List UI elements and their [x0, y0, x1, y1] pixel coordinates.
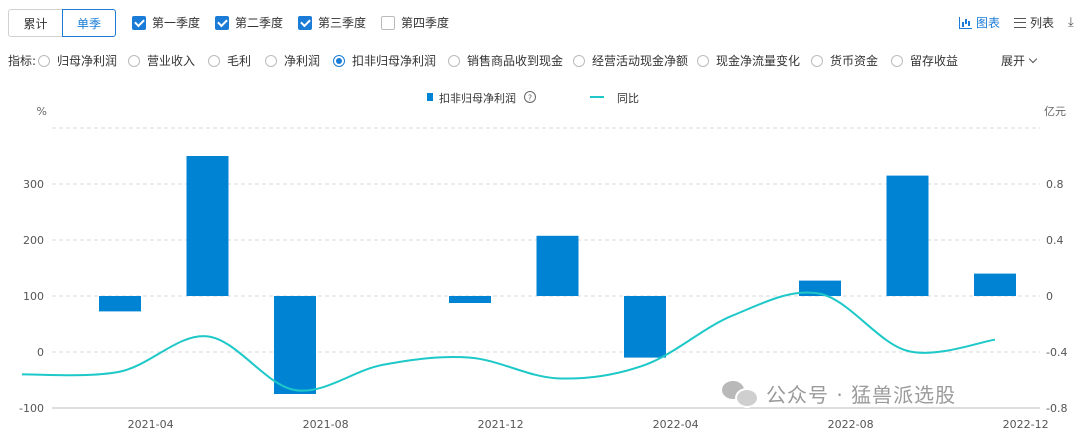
- indicator-option[interactable]: 货币资金: [811, 52, 878, 69]
- quarter-q3[interactable]: 第三季度: [298, 14, 366, 31]
- legend-bar-swatch: [427, 93, 433, 101]
- help-icon-glyph: ?: [528, 94, 532, 103]
- toolbar: 累计 单季 第一季度 第二季度 第三季度 第四季度 图表 列表 ⤓: [0, 0, 1080, 44]
- indicator-label: 指标:: [8, 54, 37, 68]
- indicator-option-label: 销售商品收到现金: [467, 54, 564, 68]
- view-list-label: 列表: [1029, 16, 1054, 30]
- indicator-option-label: 留存收益: [910, 54, 959, 68]
- tab-cumulative[interactable]: 累计: [8, 9, 62, 37]
- radio-icon[interactable]: [265, 54, 277, 67]
- yoy-line: [21, 291, 996, 392]
- checkbox-q1[interactable]: [132, 15, 146, 30]
- view-list-button[interactable]: 列表: [1013, 14, 1054, 31]
- indicator-option[interactable]: 销售商品收到现金: [448, 52, 563, 69]
- bar: [274, 296, 316, 394]
- expand-button[interactable]: 展开: [1001, 52, 1038, 69]
- indicator-option-label: 现金净流量变化: [716, 54, 801, 68]
- bar: [99, 296, 141, 312]
- left-tick-label: 300: [23, 178, 44, 191]
- radio-icon[interactable]: [448, 54, 460, 67]
- left-tick-label: 0: [37, 346, 44, 359]
- x-tick-label: 2022-12: [1003, 418, 1049, 431]
- quarter-label: 第三季度: [318, 16, 367, 30]
- indicator-option-label: 归母净利润: [57, 54, 118, 68]
- watermark: 公众号 · 猛兽派选股: [722, 378, 956, 408]
- view-chart-button[interactable]: 图表: [958, 14, 1000, 31]
- radio-icon[interactable]: [891, 54, 903, 67]
- indicator-option-label: 经营活动现金净额: [592, 54, 689, 68]
- wechat-logo-icon: [722, 378, 759, 408]
- watermark-text: 公众号 · 猛兽派选股: [766, 382, 957, 407]
- right-tick-label: 0: [1046, 290, 1053, 303]
- radio-selected-icon[interactable]: [333, 54, 345, 67]
- checkbox-q3[interactable]: [298, 15, 313, 30]
- quarter-label: 第二季度: [235, 16, 284, 30]
- download-icon[interactable]: ⤓: [1068, 15, 1074, 30]
- view-chart-label: 图表: [975, 16, 1000, 30]
- x-tick-label: 2022-08: [828, 418, 874, 431]
- quarter-q1[interactable]: 第一季度: [132, 14, 200, 31]
- tab-single-quarter[interactable]: 单季: [62, 9, 116, 37]
- bar: [886, 175, 929, 296]
- help-icon: [524, 91, 536, 103]
- bar: [536, 235, 579, 296]
- quarter-label: 第四季度: [401, 16, 450, 30]
- view-switcher: 图表 列表 ⤓: [958, 14, 1080, 31]
- left-axis-unit: %: [37, 105, 47, 118]
- left-tick-label: 200: [23, 234, 44, 247]
- right-tick-label: -0.8: [1046, 402, 1067, 415]
- checkbox-q2[interactable]: [215, 15, 230, 30]
- right-axis-unit: 亿元: [1044, 105, 1066, 118]
- indicator-option[interactable]: 净利润: [265, 52, 320, 69]
- left-tick-label: 100: [23, 290, 44, 303]
- left-tick-label: -100: [19, 402, 44, 415]
- list-icon: [1013, 17, 1026, 28]
- bar-chart-icon: [958, 16, 972, 29]
- indicator-option-label: 净利润: [284, 54, 321, 68]
- quarter-filters: 第一季度 第二季度 第三季度 第四季度: [132, 14, 449, 31]
- quarter-label: 第一季度: [152, 16, 201, 30]
- legend-line-label: 同比: [617, 92, 639, 105]
- indicator-option[interactable]: 经营活动现金净额: [573, 52, 688, 69]
- indicator-option[interactable]: 留存收益: [891, 52, 958, 69]
- radio-icon[interactable]: [208, 54, 220, 67]
- bar: [186, 156, 229, 296]
- indicator-option-label: 营业收入: [147, 54, 196, 68]
- indicator-selector: 指标: 归母净利润 营业收入 毛利 净利润 扣非归母净利润 销售商品收到现金 经…: [8, 51, 1080, 69]
- radio-icon[interactable]: [697, 54, 709, 67]
- indicator-option[interactable]: 毛利: [208, 52, 251, 69]
- indicator-option-label: 货币资金: [830, 54, 879, 68]
- mode-toggle: 累计 单季: [8, 9, 116, 37]
- bar: [624, 296, 666, 358]
- x-tick-label: 2021-08: [303, 418, 349, 431]
- right-tick-label: 0.4: [1046, 234, 1064, 247]
- checkbox-q4[interactable]: [381, 15, 396, 30]
- quarter-q2[interactable]: 第二季度: [215, 14, 283, 31]
- radio-icon[interactable]: [573, 54, 585, 67]
- indicator-option-selected[interactable]: 扣非归母净利润: [333, 52, 436, 69]
- indicator-option-label: 扣非归母净利润: [352, 54, 437, 68]
- indicator-option[interactable]: 归母净利润: [38, 52, 117, 69]
- radio-icon[interactable]: [128, 54, 140, 67]
- indicator-option[interactable]: 营业收入: [128, 52, 195, 69]
- quarter-q4[interactable]: 第四季度: [381, 14, 449, 31]
- bar: [974, 273, 1016, 296]
- indicator-option[interactable]: 现金净流量变化: [697, 52, 800, 69]
- right-tick-label: 0.8: [1046, 178, 1064, 191]
- x-tick-label: 2021-12: [478, 418, 524, 431]
- radio-icon[interactable]: [38, 54, 50, 67]
- bar: [449, 296, 491, 303]
- x-tick-label: 2022-04: [653, 418, 699, 431]
- indicator-option-label: 毛利: [227, 54, 252, 68]
- legend-bar-label: 扣非归母净利润: [439, 91, 516, 105]
- expand-label: 展开: [1001, 54, 1026, 68]
- right-tick-label: -0.4: [1046, 346, 1067, 359]
- x-tick-label: 2021-04: [128, 418, 174, 431]
- radio-icon[interactable]: [811, 54, 823, 67]
